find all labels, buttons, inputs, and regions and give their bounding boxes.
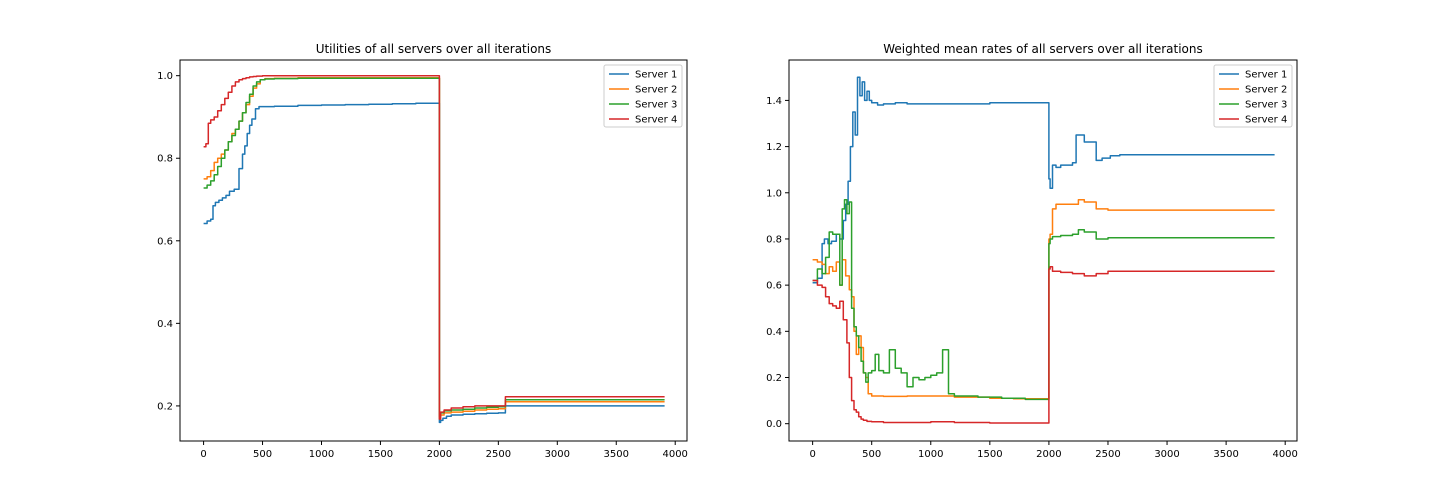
x-tick-label: 1500 bbox=[368, 449, 393, 460]
y-tick-label: 0.4 bbox=[766, 327, 782, 338]
x-tick-label: 3000 bbox=[545, 449, 570, 460]
series-line-1 bbox=[203, 102, 665, 424]
x-tick-label: 2000 bbox=[427, 449, 452, 460]
legend-label: Server 4 bbox=[635, 115, 677, 126]
legend-label: Server 1 bbox=[1245, 70, 1287, 81]
x-tick-label: 4000 bbox=[1272, 449, 1297, 460]
y-tick-label: 0.2 bbox=[157, 401, 173, 412]
series-line-3 bbox=[812, 198, 1275, 401]
y-tick-label: 0.4 bbox=[157, 319, 173, 330]
weighted-mean-rates-chart: 0 500 1000 1500 2000 2500 3000 3500 4000 0.0 0.2 0.… bbox=[766, 42, 1298, 460]
x-tick-label: 1500 bbox=[977, 449, 1002, 460]
series-line-2 bbox=[203, 76, 665, 420]
y-tick-label: 1.2 bbox=[766, 142, 782, 153]
series-line-2 bbox=[812, 198, 1275, 401]
y-tick-label: 1.0 bbox=[157, 71, 173, 82]
x-tick-label: 0 bbox=[809, 449, 815, 460]
y-tick-label: 0.6 bbox=[157, 236, 173, 247]
x-tick-label: 500 bbox=[862, 449, 881, 460]
y-tick-label: 1.4 bbox=[766, 96, 782, 107]
x-tick-label: 2000 bbox=[1036, 449, 1061, 460]
y-tick-label: 0.2 bbox=[766, 373, 782, 384]
y-tick-label: 0.0 bbox=[766, 419, 782, 430]
x-tick-label: 500 bbox=[253, 449, 272, 460]
x-tick-label: 3500 bbox=[1213, 449, 1238, 460]
series-line-3 bbox=[203, 77, 665, 417]
series-line-1 bbox=[812, 76, 1275, 284]
series-line-4 bbox=[812, 265, 1275, 424]
x-tick-label: 2500 bbox=[486, 449, 511, 460]
x-tick-label: 1000 bbox=[309, 449, 334, 460]
plot-frame bbox=[179, 59, 688, 442]
x-tick-label: 1000 bbox=[918, 449, 943, 460]
y-tick-label: 0.8 bbox=[766, 234, 782, 245]
legend bbox=[603, 64, 683, 128]
y-tick-label: 0.8 bbox=[157, 154, 173, 165]
legend-label: Server 1 bbox=[635, 70, 677, 81]
x-tick-label: 2500 bbox=[1095, 449, 1120, 460]
x-tick-label: 4000 bbox=[662, 449, 687, 460]
x-tick-label: 0 bbox=[200, 449, 206, 460]
legend-label: Server 4 bbox=[1245, 115, 1287, 126]
legend-label: Server 2 bbox=[635, 85, 677, 96]
y-tick-label: 1.0 bbox=[766, 188, 782, 199]
chart-title: Utilities of all servers over all iterat… bbox=[316, 42, 552, 56]
legend bbox=[1213, 64, 1293, 128]
x-tick-label: 3000 bbox=[1154, 449, 1179, 460]
plot-frame bbox=[788, 59, 1298, 442]
y-tick-label: 0.6 bbox=[766, 281, 782, 292]
x-tick-label: 3500 bbox=[604, 449, 629, 460]
series-line-4 bbox=[203, 74, 665, 420]
legend-label: Server 2 bbox=[1245, 85, 1287, 96]
legend-label: Server 3 bbox=[635, 100, 677, 111]
utilities-chart: 0 500 1000 1500 2000 2500 3000 3500 4000 0.2 0.4 0.… bbox=[157, 42, 688, 460]
chart-title: Weighted mean rates of all servers over … bbox=[883, 42, 1203, 56]
legend-label: Server 3 bbox=[1245, 100, 1287, 111]
